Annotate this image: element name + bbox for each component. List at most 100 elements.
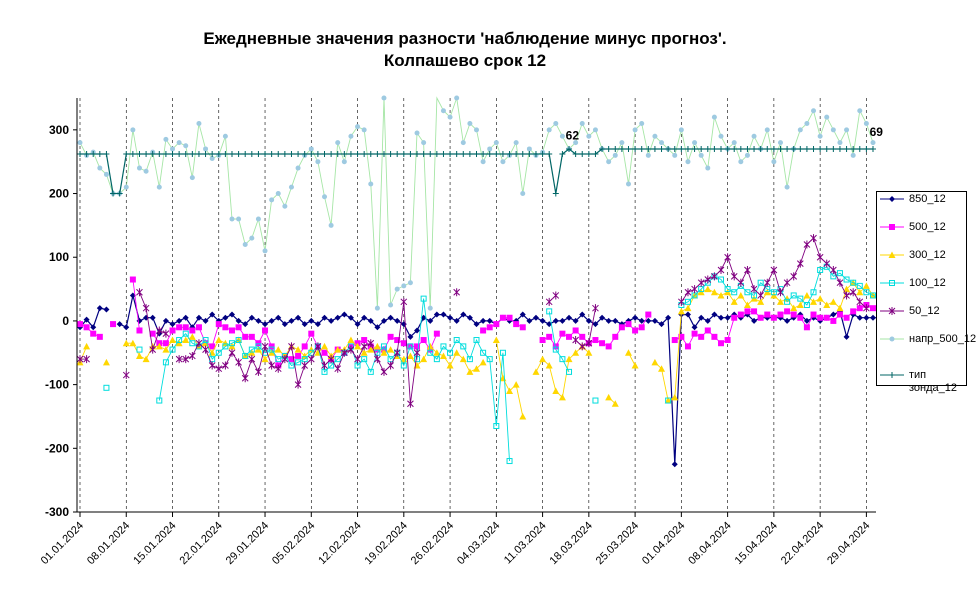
series-point [347,151,354,158]
series-point [407,151,414,158]
series-point [546,151,553,158]
series-point [235,358,242,367]
series-point [870,140,876,146]
series-point [704,275,712,284]
y-tick-label: 0 [62,314,69,328]
series-point [123,151,130,158]
series-point [195,314,202,321]
series-point [836,270,843,277]
series-point [288,317,295,324]
series-point [685,159,691,165]
series-point [691,324,698,331]
series-point [162,317,169,324]
series-point [691,330,698,337]
series-point [420,151,427,158]
series-point [275,191,281,197]
series-point [427,305,433,311]
series-point [810,298,818,305]
series-point [651,145,658,152]
series-point [360,349,368,356]
series-point [182,336,190,344]
series-point [790,292,797,299]
series-point [307,355,315,364]
series-point [460,343,467,350]
series-point [255,340,262,347]
series-point [413,348,421,357]
series-point [308,317,315,324]
series-point [249,235,255,241]
series-point [274,346,282,353]
series-point [770,265,778,274]
series-point [698,145,705,152]
series-point [367,317,374,324]
series-point [803,145,810,152]
series-point [566,314,573,321]
legend-symbol [880,251,904,258]
series-point [301,361,309,370]
series-point [466,368,474,375]
series-point [374,324,381,331]
series-point [248,314,255,321]
series-point [360,342,368,351]
series-point [751,133,757,139]
series-point [83,316,90,323]
series-point [301,151,308,158]
series-point [374,355,381,364]
series-point [90,151,97,158]
x-tick-label: 19.02.2024 [363,520,410,567]
series-point [480,349,487,356]
series-point [182,324,189,331]
legend-item: 850_12 [877,192,966,220]
series-point [215,349,222,356]
series-point [255,343,262,350]
series-point [189,327,196,334]
series-point [612,152,618,158]
series-point [665,397,672,404]
legend: 850_12 500_12 300_12 100_12 50_12 напр_500_12… [876,191,976,394]
series-point [176,337,183,344]
series-point [856,305,863,312]
series-point [274,364,282,373]
series-point [579,333,586,340]
legend-label: тип зонда_12 [909,369,958,394]
series-point [122,339,130,347]
series-point [473,337,480,344]
series-point [255,151,262,158]
series-point [288,356,295,363]
series-point [202,337,209,344]
series-point [473,321,480,328]
series-point [387,333,394,340]
series-point [454,95,460,101]
series-point [811,108,817,114]
series-point [414,151,421,158]
series-point [354,321,361,328]
x-tick-label: 22.01.2024 [177,520,224,567]
series-point [459,355,467,363]
series-point [155,326,163,335]
series-point [731,314,738,321]
series-point [738,159,744,165]
series-point [526,146,532,152]
series-point [572,151,579,158]
series-point [744,265,751,274]
series-point [513,140,519,146]
series-50_12 [76,234,870,408]
x-tick-label: 11.03.2024 [502,520,549,567]
series-point [427,349,434,356]
series-point [572,317,579,324]
series-point [824,114,830,120]
series-point [387,346,395,353]
series-point [830,311,837,318]
series-point [823,301,831,308]
series-point [400,321,407,328]
series-point [268,346,275,353]
series-point [823,259,831,268]
series-point [269,197,275,203]
series-point [817,133,823,139]
series-point [169,327,176,334]
series-point [460,151,467,158]
series-point [401,283,407,289]
series-point [315,159,321,165]
series-point [638,317,645,324]
